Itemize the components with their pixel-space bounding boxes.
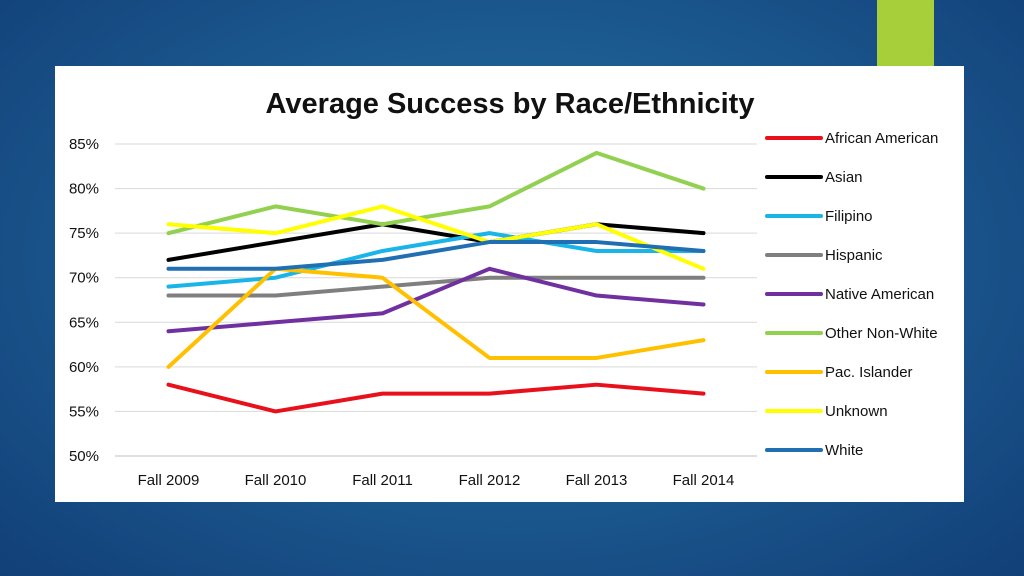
series-line-hispanic <box>166 275 706 298</box>
y-tick-label: 80% <box>69 181 99 198</box>
chart-panel: Average Success by Race/Ethnicity 50% 55%… <box>55 66 964 502</box>
series-line-african-american <box>166 382 706 414</box>
chart-title: Average Success by Race/Ethnicity <box>266 88 755 120</box>
legend-label-native-american: Native American <box>825 286 934 303</box>
x-tick-label: Fall 2011 <box>352 472 413 489</box>
legend-label-hispanic: Hispanic <box>825 247 883 264</box>
legend-label-pac-islander: Pac. Islander <box>825 364 913 381</box>
legend: African American Asian Filipino Hispanic Nat… <box>765 130 938 459</box>
y-tick-label: 55% <box>69 403 99 420</box>
series-line-asian <box>166 222 706 262</box>
series-line-white <box>166 240 706 271</box>
series-line-native-american <box>166 266 706 334</box>
series-line-unknown <box>166 204 706 271</box>
accent-bar <box>877 0 934 66</box>
legend-label-asian: Asian <box>825 169 863 186</box>
legend-label-unknown: Unknown <box>825 403 888 420</box>
x-tick-label: Fall 2012 <box>459 472 521 489</box>
series-line-filipino <box>166 231 706 289</box>
y-tick-label: 70% <box>69 270 99 287</box>
y-tick-label: 50% <box>69 448 99 465</box>
series-lines <box>166 150 706 414</box>
series-line-pac-islander <box>166 266 706 369</box>
y-axis-ticks: 50% 55% 60% 65% 70% 75% 80% 85% <box>69 136 99 465</box>
legend-label-filipino: Filipino <box>825 208 873 225</box>
series-line-other-non-white <box>166 150 706 236</box>
legend-label-white: White <box>825 442 863 459</box>
x-axis-ticks: Fall 2009 Fall 2010 Fall 2011 Fall 2012 Fall… <box>138 472 735 489</box>
y-tick-label: 85% <box>69 136 99 153</box>
y-tick-label: 75% <box>69 225 99 242</box>
legend-label-african-american: African American <box>825 130 938 147</box>
x-tick-label: Fall 2013 <box>566 472 628 489</box>
x-tick-label: Fall 2009 <box>138 472 200 489</box>
line-chart: Average Success by Race/Ethnicity 50% 55%… <box>69 88 938 489</box>
y-tick-label: 65% <box>69 314 99 331</box>
y-tick-label: 60% <box>69 359 99 376</box>
x-tick-label: Fall 2010 <box>245 472 307 489</box>
x-tick-label: Fall 2014 <box>673 472 735 489</box>
legend-label-other-non-white: Other Non-White <box>825 325 938 342</box>
